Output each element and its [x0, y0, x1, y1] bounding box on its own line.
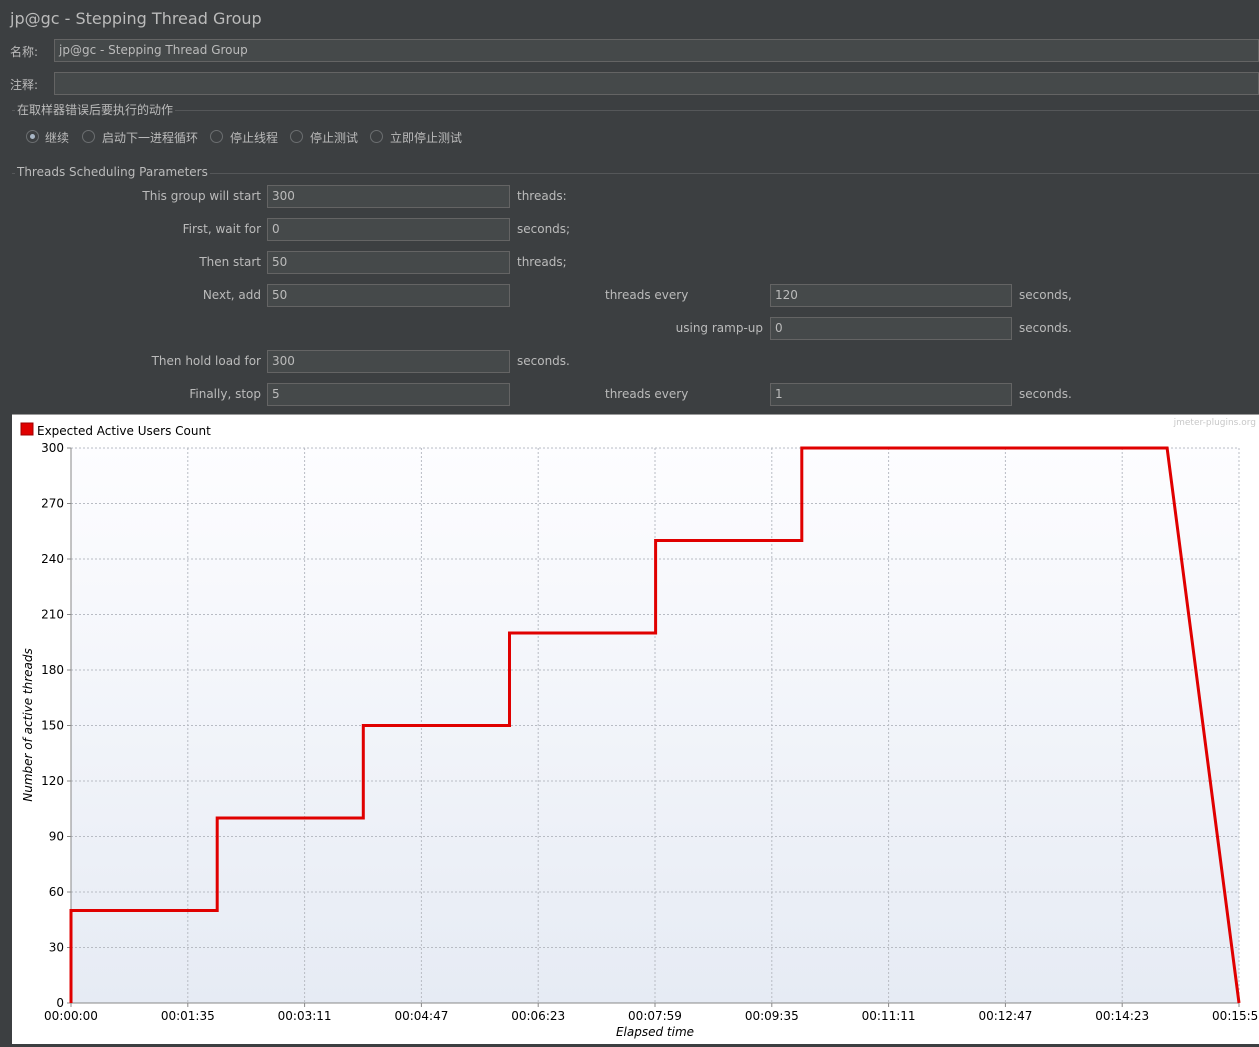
x-tick-label: 00:00:00: [44, 1009, 98, 1023]
legend-swatch: [20, 422, 34, 436]
x-tick-label: 00:14:23: [1095, 1009, 1149, 1023]
hold-load-field[interactable]: 300: [267, 350, 510, 373]
start-threads-label: This group will start: [142, 189, 261, 203]
y-tick-label: 0: [56, 996, 64, 1010]
y-tick-label: 90: [49, 830, 64, 844]
finally-stop-field[interactable]: 5: [267, 383, 510, 406]
x-tick-label: 00:09:35: [745, 1009, 799, 1023]
y-tick-label: 270: [41, 497, 64, 511]
radio-stop-test-label: 停止测试: [310, 131, 359, 145]
hold-load-unit: seconds.: [517, 354, 570, 368]
finally-stop-period-unit: seconds.: [1019, 387, 1072, 401]
finally-stop-threads-every-label: threads every: [605, 387, 689, 401]
y-tick-label: 210: [41, 608, 64, 622]
watermark: jmeter-plugins.org: [1173, 418, 1256, 428]
sampler-error-title: 在取样器错误后要执行的动作: [15, 101, 176, 118]
radio-continue[interactable]: [26, 130, 39, 143]
x-tick-label: 00:01:35: [161, 1009, 215, 1023]
start-threads-field[interactable]: 300: [267, 185, 510, 208]
name-label: 名称:: [10, 45, 39, 59]
x-tick-label: 00:07:59: [628, 1009, 682, 1023]
next-add-label: Next, add: [202, 288, 261, 302]
initial-delay-unit: seconds;: [517, 222, 571, 236]
next-add-period-unit: seconds,: [1019, 288, 1072, 302]
radio-stop-test[interactable]: [290, 130, 303, 143]
radio-start-next-loop[interactable]: [82, 130, 95, 143]
comment-field[interactable]: [54, 72, 1259, 95]
radio-stop-test-now-label: 立即停止测试: [390, 131, 463, 145]
finally-stop-period-field[interactable]: 1: [770, 383, 1012, 406]
next-add-threads-every-label: threads every: [605, 288, 689, 302]
y-tick-label: 240: [41, 552, 64, 566]
y-tick-label: 60: [49, 885, 64, 899]
next-add-period-field[interactable]: 120: [770, 284, 1012, 307]
radio-start-next-loop-label: 启动下一进程循环: [102, 131, 199, 145]
radio-stop-thread[interactable]: [210, 130, 223, 143]
radio-stop-thread-label: 停止线程: [230, 131, 279, 145]
window-title: jp@gc - Stepping Thread Group: [10, 9, 262, 28]
radio-continue-label: 继续: [45, 131, 70, 145]
y-axis-label: Number of active threads: [21, 648, 35, 802]
ramp-up-unit: seconds.: [1019, 321, 1072, 335]
x-axis-label: Elapsed time: [616, 1025, 694, 1039]
ramp-up-field[interactable]: 0: [770, 317, 1012, 340]
y-tick-label: 120: [41, 774, 64, 788]
x-tick-label: 00:06:23: [511, 1009, 565, 1023]
x-tick-label: 00:11:11: [862, 1009, 916, 1023]
initial-delay-field[interactable]: 0: [267, 218, 510, 241]
finally-stop-label: Finally, stop: [189, 387, 261, 401]
then-start-label: Then start: [199, 255, 261, 269]
y-tick-label: 300: [41, 441, 64, 455]
hold-load-label: Then hold load for: [151, 354, 261, 368]
scheduling-title: Threads Scheduling Parameters: [15, 165, 210, 179]
next-add-field[interactable]: 50: [267, 284, 510, 307]
then-start-field[interactable]: 50: [267, 251, 510, 274]
chart-panel: 00:00:00 00:01:35 00:03:11 00:04:47 00:06:23…: [12, 414, 1259, 1044]
start-threads-unit: threads:: [517, 189, 567, 203]
comment-label: 注释:: [10, 78, 39, 92]
name-field[interactable]: jp@gc - Stepping Thread Group: [54, 39, 1259, 62]
x-tick-label: 00:12:47: [978, 1009, 1032, 1023]
series-line-0: [69, 446, 1241, 1004]
y-tick-label: 150: [41, 719, 64, 733]
legend-label: Expected Active Users Count: [37, 424, 211, 438]
x-tick-label: 00:04:47: [394, 1009, 448, 1023]
x-tick-label: 00:03:11: [278, 1009, 332, 1023]
x-tick-label: 00:15:59: [1212, 1009, 1259, 1023]
y-tick-label: 180: [41, 663, 64, 677]
initial-delay-label: First, wait for: [182, 222, 261, 236]
active-users-chart: 00:00:00 00:01:35 00:03:11 00:04:47 00:06:23…: [12, 415, 1259, 1044]
radio-stop-test-now[interactable]: [370, 130, 383, 143]
y-tick-label: 30: [49, 941, 64, 955]
ramp-up-label: using ramp-up: [675, 321, 763, 335]
then-start-unit: threads;: [517, 255, 567, 269]
